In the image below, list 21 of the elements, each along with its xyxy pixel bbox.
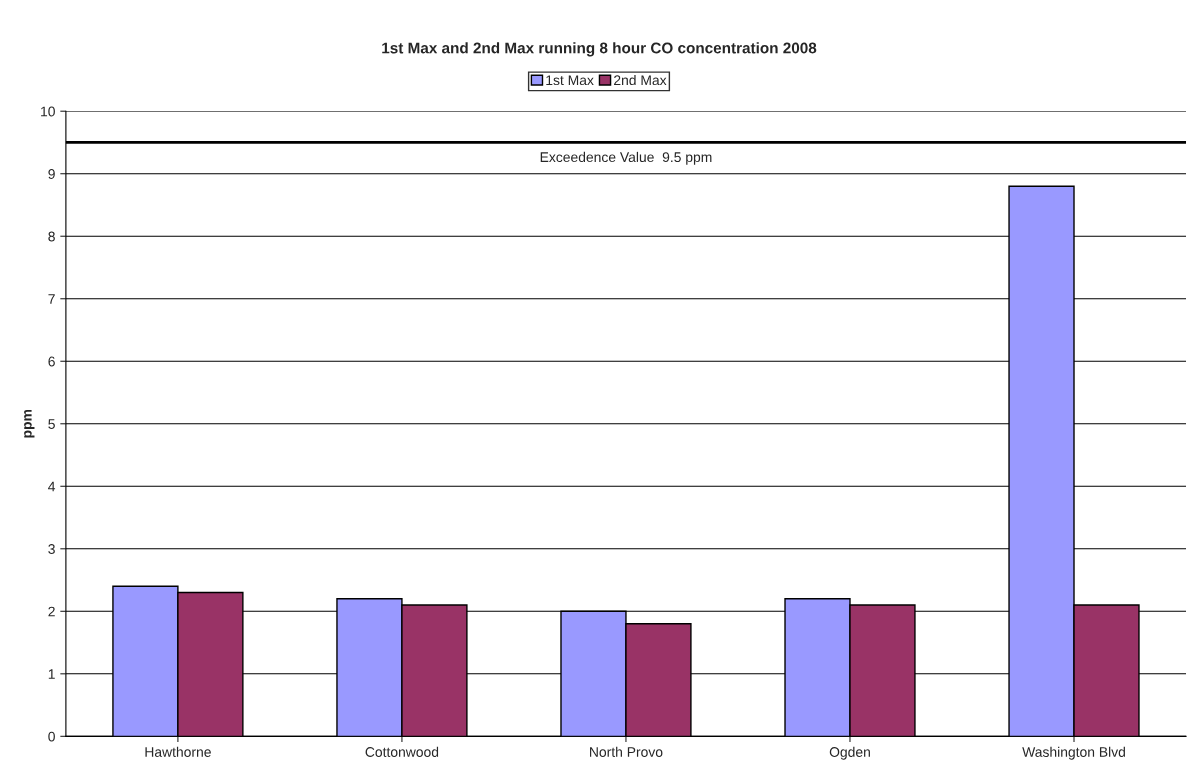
x-tick-label: Ogden: [829, 746, 870, 760]
y-axis-title: ppm: [24, 409, 35, 438]
y-tick-label: 5: [48, 419, 55, 429]
x-tick-label: Hawthorne: [145, 746, 211, 757]
y-tick-label: 10: [41, 106, 55, 117]
ref-line-label: Exceedence Value 9.5 ppm: [540, 151, 712, 165]
legend-label: 2nd Max: [614, 74, 667, 86]
y-tick-label: 7: [48, 294, 55, 304]
y-tick-label: 1: [48, 669, 55, 679]
y-tick-label: 0: [48, 731, 55, 742]
x-tick-label: North Provo: [590, 746, 663, 757]
y-tick-label: 2: [48, 606, 55, 617]
y-tick-label: 3: [48, 544, 55, 554]
x-tick-label: Cottonwood: [365, 746, 439, 757]
y-tick-label: 4: [48, 481, 56, 492]
legend-label: 1st Max: [546, 75, 594, 86]
y-tick-label: 8: [48, 231, 55, 242]
y-tick-label: 6: [48, 356, 55, 367]
chart-title: 1st Max and 2nd Max running 8 hour CO concentration 2008: [382, 42, 817, 57]
x-tick-label: Washington Blvd: [1022, 746, 1125, 760]
y-tick-label: 9: [48, 169, 55, 179]
